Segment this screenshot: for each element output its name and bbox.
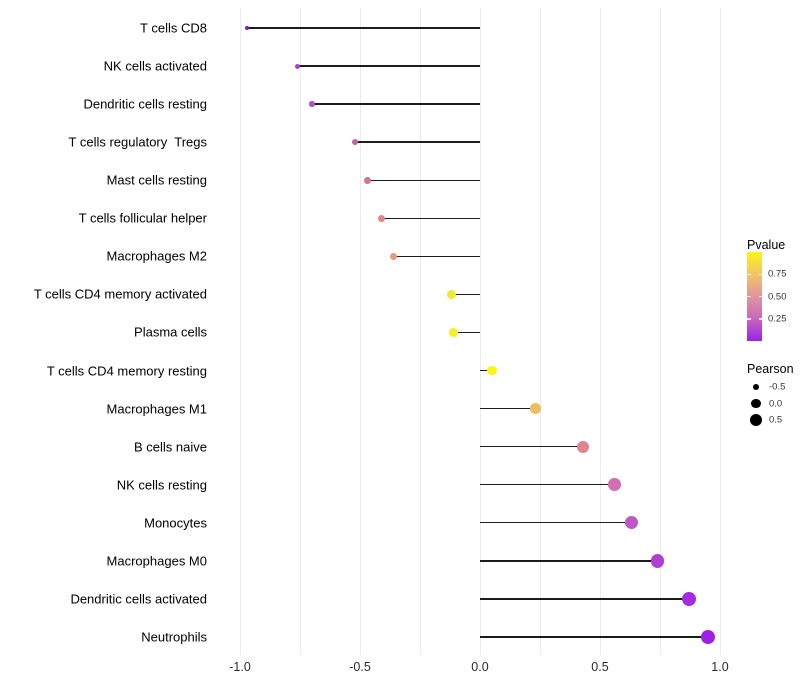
pvalue-tick-label: 0.50 xyxy=(768,290,787,302)
lollipop-dot xyxy=(624,516,638,530)
x-axis-tick-label: -0.5 xyxy=(349,660,371,674)
row-label: T cells CD4 memory activated xyxy=(33,286,207,302)
lollipop-stem xyxy=(367,179,480,181)
lollipop-dot xyxy=(700,629,716,645)
lollipop-stem xyxy=(297,65,480,67)
lollipop-stem xyxy=(480,369,492,372)
x-axis-tick-label: -1.0 xyxy=(229,660,251,674)
lollipop-stem xyxy=(453,331,480,334)
lollipop-stem xyxy=(355,141,480,143)
lollipop-dot xyxy=(608,478,621,492)
row-label: Plasma cells xyxy=(134,324,207,340)
gridline xyxy=(359,8,361,655)
lollipop-dot xyxy=(352,138,359,146)
gridline xyxy=(239,8,241,655)
lollipop-dot xyxy=(446,290,456,299)
row-label: T cells CD8 xyxy=(140,20,207,36)
row-label: Monocytes xyxy=(144,515,207,531)
lollipop-stem xyxy=(480,560,658,562)
lollipop-dot xyxy=(487,365,497,376)
gridline xyxy=(599,8,601,655)
lollipop-stem xyxy=(480,407,536,410)
x-axis-tick-label: 0.5 xyxy=(591,660,609,674)
row-label: Macrophages M1 xyxy=(106,401,207,417)
row-label: Macrophages M2 xyxy=(106,248,207,264)
gridline xyxy=(299,8,301,655)
lollipop-stem xyxy=(247,27,480,29)
gridline xyxy=(659,8,661,655)
pearson-legend-title: Pearson xyxy=(747,362,794,376)
lollipop-stem xyxy=(480,445,584,448)
pvalue-tick-mark xyxy=(758,273,762,275)
row-label: Macrophages M0 xyxy=(106,553,207,569)
lollipop-stem xyxy=(480,598,689,600)
gridline xyxy=(719,8,721,655)
lollipop-dot xyxy=(577,440,590,453)
lollipop-dot xyxy=(529,403,541,414)
lollipop-stem xyxy=(393,255,480,258)
pearson-size-dot xyxy=(749,413,763,427)
lollipop-dot xyxy=(650,553,665,568)
pvalue-tick-mark xyxy=(758,318,762,320)
row-label: NK cells resting xyxy=(116,477,207,493)
pearson-size-label: 0.0 xyxy=(769,397,783,409)
pearson-size-label: 0.5 xyxy=(769,414,783,426)
lollipop-dot xyxy=(681,591,696,607)
row-label: T cells regulatory Tregs xyxy=(68,134,207,150)
pearson-size-dot xyxy=(751,398,761,409)
lollipop-stem xyxy=(480,484,615,486)
lollipop-stem xyxy=(381,217,480,219)
lollipop-stem xyxy=(451,293,480,296)
row-label: B cells naive xyxy=(134,439,207,455)
x-axis-tick-label: 0.0 xyxy=(471,660,489,674)
lollipop-dot xyxy=(378,214,386,222)
lollipop-dot xyxy=(389,252,398,260)
pearson-size-label: -0.5 xyxy=(769,381,786,393)
row-label: Mast cells resting xyxy=(106,172,207,188)
row-label: Neutrophils xyxy=(141,629,207,645)
lollipop-dot xyxy=(309,101,315,107)
pvalue-tick-mark xyxy=(747,295,751,298)
pvalue-tick-mark xyxy=(747,273,751,275)
row-label: T cells follicular helper xyxy=(78,210,207,226)
gridline xyxy=(479,8,481,655)
pvalue-tick-label: 0.25 xyxy=(768,313,787,324)
gridline xyxy=(419,8,421,655)
lollipop-stem xyxy=(480,522,632,524)
lollipop-dot xyxy=(295,63,301,69)
pvalue-gradient-bar xyxy=(747,252,762,341)
lollipop-dot xyxy=(449,328,458,337)
lollipop-stem xyxy=(480,636,708,638)
pvalue-tick-label: 0.75 xyxy=(768,268,787,280)
lollipop-stem xyxy=(312,103,480,105)
pvalue-legend-title: Pvalue xyxy=(747,238,786,252)
gridline xyxy=(539,8,541,655)
row-label: Dendritic cells resting xyxy=(83,96,207,112)
pvalue-tick-mark xyxy=(758,295,762,298)
row-label: T cells CD4 memory resting xyxy=(46,363,207,379)
lollipop-dot xyxy=(245,26,250,30)
row-label: Dendritic cells activated xyxy=(70,591,207,607)
lollipop-dot xyxy=(363,176,371,184)
pearson-size-dot xyxy=(752,383,760,391)
x-axis-tick-label: 1.0 xyxy=(711,660,729,674)
pvalue-tick-mark xyxy=(747,318,751,320)
row-label: NK cells activated xyxy=(103,58,207,74)
